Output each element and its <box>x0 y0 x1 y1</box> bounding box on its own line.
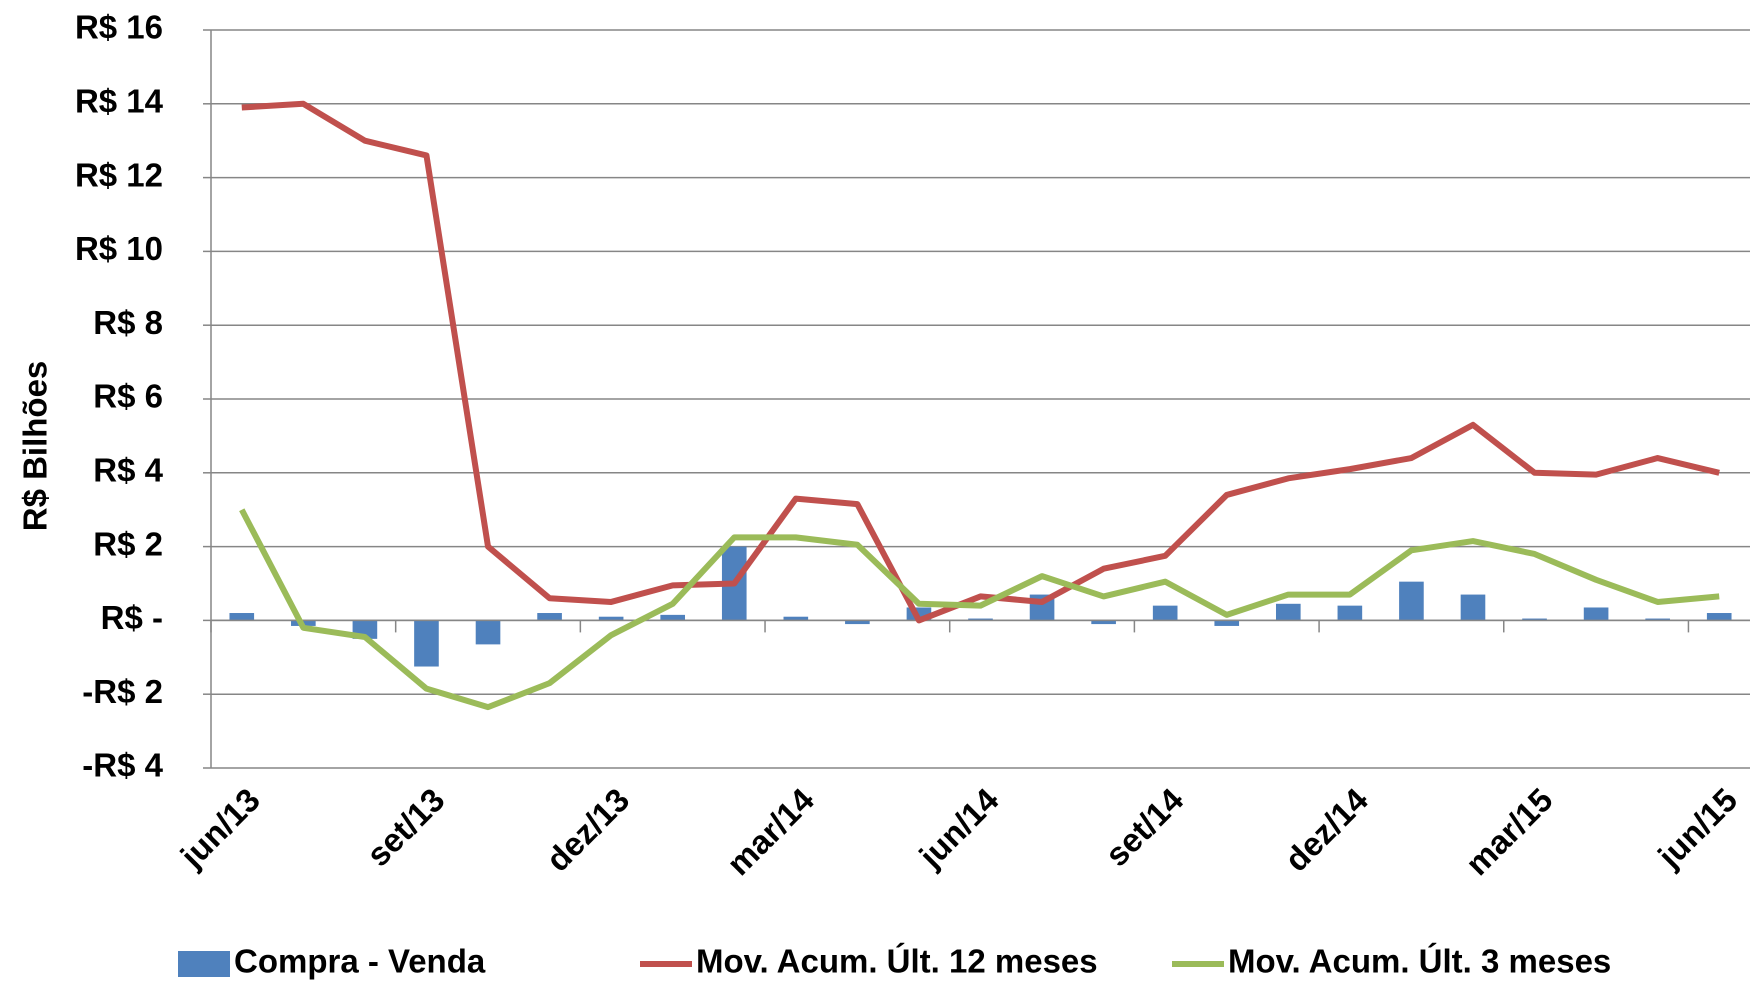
bar <box>1706 613 1732 621</box>
bar <box>475 620 501 645</box>
y-tick-label: R$ 4 <box>93 452 163 489</box>
x-tick-label: dez/14 <box>1277 780 1375 878</box>
y-tick-label: -R$ 2 <box>82 673 163 710</box>
bar <box>783 616 809 621</box>
bar <box>1091 620 1116 625</box>
bar <box>1583 607 1609 621</box>
legend-swatch <box>178 951 230 977</box>
x-tick-label: mar/15 <box>1458 781 1559 882</box>
bar <box>1645 618 1670 621</box>
line <box>239 508 1720 711</box>
bar <box>537 613 562 621</box>
y-tick-label: R$ 14 <box>75 83 164 120</box>
bar <box>968 618 993 621</box>
legend-label: Mov. Acum. Últ. 3 meses <box>1228 943 1611 980</box>
legend-label: Compra - Venda <box>234 943 486 980</box>
y-tick-label: R$ 2 <box>93 525 163 562</box>
legend-label: Mov. Acum. Últ. 12 meses <box>696 943 1098 980</box>
y-tick-label: R$ - <box>101 599 163 636</box>
bar <box>598 616 624 621</box>
y-tick-label: R$ 12 <box>75 156 163 193</box>
bar <box>1522 618 1547 621</box>
x-tick-label: jun/13 <box>173 781 267 875</box>
y-tick-label: R$ 8 <box>93 304 163 341</box>
bar <box>1152 605 1178 621</box>
bar <box>1399 581 1424 621</box>
bar <box>1337 605 1363 621</box>
x-tick-label: dez/13 <box>539 781 637 879</box>
line <box>241 100 1720 624</box>
bar <box>660 614 686 621</box>
bar <box>414 620 439 667</box>
x-tick-label: jun/15 <box>1650 781 1744 875</box>
y-tick-label: -R$ 4 <box>82 747 163 784</box>
y-tick-label: R$ 10 <box>75 230 163 267</box>
y-tick-label: R$ 6 <box>93 378 163 415</box>
bar <box>1214 620 1240 626</box>
x-tick-label: mar/14 <box>720 781 822 883</box>
bar <box>1275 603 1301 621</box>
x-tick-label: set/13 <box>359 781 451 873</box>
y-tick-label: R$ 16 <box>75 9 163 46</box>
x-tick-label: jun/14 <box>911 780 1006 875</box>
y-axis-label: R$ Bilhões <box>17 361 54 532</box>
x-tick-label: set/14 <box>1098 781 1191 874</box>
bar <box>1460 594 1486 621</box>
bar <box>229 613 255 621</box>
bar <box>845 620 870 625</box>
